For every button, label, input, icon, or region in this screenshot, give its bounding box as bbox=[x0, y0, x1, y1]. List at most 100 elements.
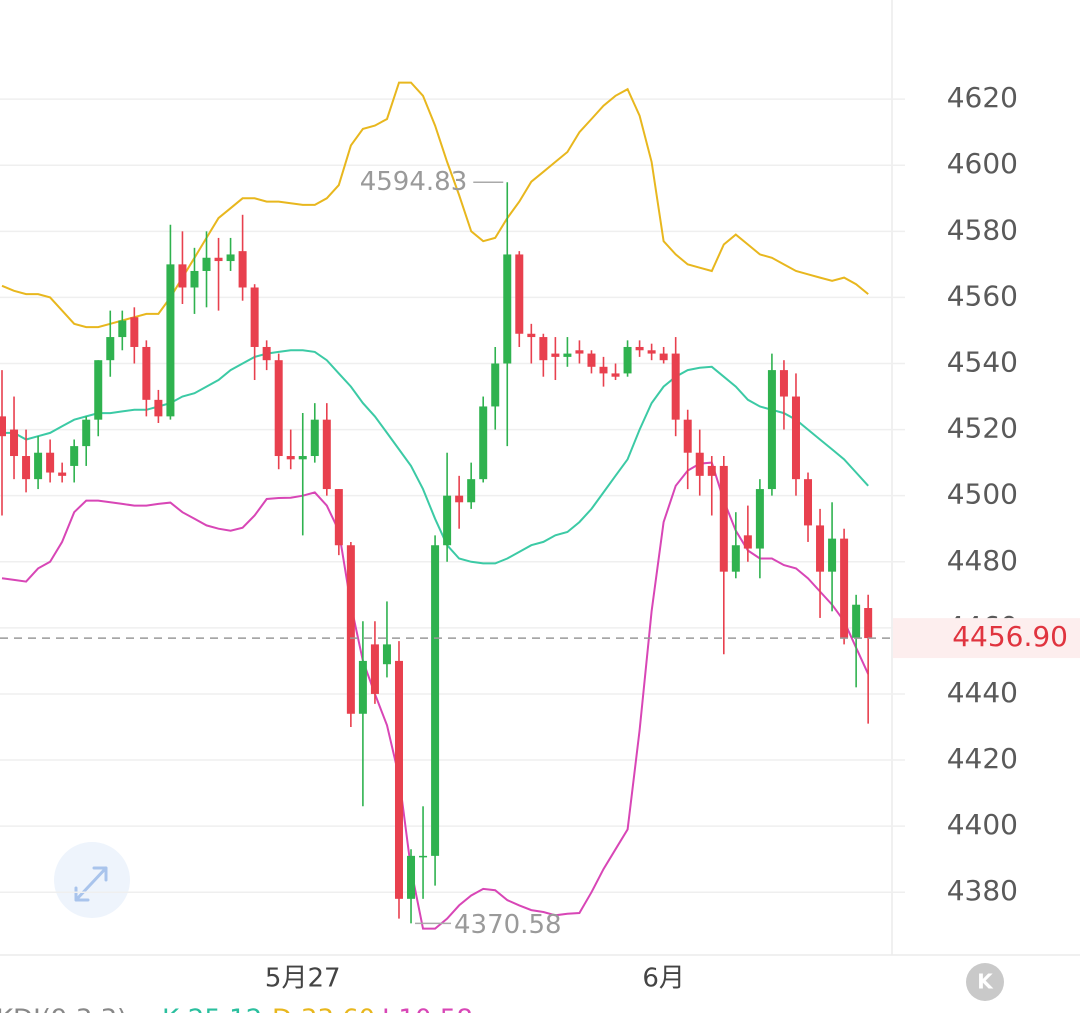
candle-body bbox=[250, 287, 259, 347]
candle-body bbox=[779, 370, 788, 397]
candle-body bbox=[455, 495, 464, 503]
candle-body bbox=[202, 257, 211, 271]
candle-body bbox=[503, 254, 512, 364]
candle-body bbox=[22, 456, 31, 480]
candle-body bbox=[419, 855, 428, 858]
candle-body bbox=[310, 419, 319, 457]
candle-body bbox=[106, 337, 115, 361]
candle-body bbox=[755, 489, 764, 549]
candle-body bbox=[346, 545, 355, 714]
y-tick-label: 4580 bbox=[947, 213, 1018, 246]
candle-body bbox=[791, 396, 800, 480]
candle-body bbox=[274, 360, 283, 457]
candle-body bbox=[358, 660, 367, 714]
y-tick-label: 4540 bbox=[947, 345, 1018, 378]
last-price-box bbox=[893, 618, 1080, 659]
band-line bbox=[1, 81, 869, 329]
candle-body bbox=[467, 479, 476, 503]
y-tick-label: 4600 bbox=[947, 147, 1018, 180]
candle-body bbox=[491, 363, 500, 407]
candle-body bbox=[635, 346, 644, 351]
candle-body bbox=[262, 346, 271, 361]
candle-body bbox=[382, 644, 391, 665]
y-tick-label: 4480 bbox=[947, 544, 1018, 577]
candle-body bbox=[599, 366, 608, 374]
candle-body bbox=[804, 479, 813, 526]
candle-body bbox=[166, 264, 175, 417]
candle-body bbox=[34, 452, 43, 480]
candle-body bbox=[0, 416, 6, 437]
candle-body bbox=[286, 456, 295, 460]
y-tick-label: 4500 bbox=[947, 478, 1018, 511]
candle-body bbox=[46, 452, 55, 473]
candle-body bbox=[551, 353, 560, 357]
x-tick-label: 6月 bbox=[642, 964, 685, 994]
y-tick-label: 4420 bbox=[947, 742, 1018, 775]
y-tick-label: 4620 bbox=[947, 81, 1018, 114]
y-tick-label: 4520 bbox=[947, 412, 1018, 445]
toggle-button[interactable] bbox=[966, 963, 1004, 1001]
candle-body bbox=[527, 333, 536, 338]
candle-body bbox=[226, 254, 235, 262]
candle-body bbox=[298, 456, 307, 460]
candle-body bbox=[130, 317, 139, 347]
candle-body bbox=[370, 644, 379, 694]
candle-body bbox=[479, 406, 488, 480]
toggle-label: K bbox=[977, 970, 994, 994]
candle-body bbox=[563, 353, 572, 357]
candle-body bbox=[659, 353, 668, 361]
indicator-value: D:33.60 bbox=[272, 1005, 375, 1013]
candle-body bbox=[118, 320, 127, 338]
candle-body bbox=[828, 538, 837, 572]
high-marker-label: 4594.83 bbox=[360, 167, 468, 197]
candle-body bbox=[407, 855, 416, 899]
candle-body bbox=[719, 465, 728, 572]
y-tick-label: 4440 bbox=[947, 676, 1018, 709]
expand-circle bbox=[54, 842, 130, 918]
candle-body bbox=[707, 465, 716, 476]
candle-body bbox=[178, 264, 187, 288]
expand-icon bbox=[74, 866, 108, 902]
indicator-value: J:10.58 bbox=[380, 1005, 473, 1013]
candle-body bbox=[515, 254, 524, 334]
candle-body bbox=[190, 270, 199, 288]
candle-body bbox=[70, 446, 79, 466]
candle-body bbox=[322, 419, 331, 490]
candle-body bbox=[394, 660, 403, 899]
candle-body bbox=[852, 604, 861, 638]
candle-body bbox=[671, 353, 680, 420]
candle-body bbox=[611, 373, 620, 377]
last-price-label: 4456.90 bbox=[952, 620, 1068, 653]
candle-body bbox=[539, 337, 548, 361]
candle-body bbox=[743, 535, 752, 549]
candle-body bbox=[767, 370, 776, 490]
candle-body bbox=[214, 257, 223, 262]
candle-body bbox=[431, 545, 440, 856]
candle-body bbox=[647, 350, 656, 354]
candle-body bbox=[238, 251, 247, 288]
candle-body bbox=[840, 538, 849, 638]
indicator-name: KDJ(9,3,3) bbox=[0, 1005, 127, 1013]
indicator-value: K:25.12 bbox=[162, 1005, 262, 1013]
y-tick-label: 4400 bbox=[947, 808, 1018, 841]
candle-body bbox=[94, 360, 103, 420]
expand-button[interactable] bbox=[54, 842, 130, 918]
candle-body bbox=[731, 545, 740, 572]
candle-body bbox=[575, 350, 584, 354]
x-tick-label: 5月27 bbox=[265, 964, 341, 994]
candle-body bbox=[82, 419, 91, 447]
candle-body bbox=[334, 489, 343, 546]
candle-body bbox=[10, 429, 19, 457]
candle-body bbox=[443, 495, 452, 546]
candle-body bbox=[816, 525, 825, 572]
candle-body bbox=[623, 346, 632, 374]
candle-body bbox=[864, 608, 873, 639]
candle-body bbox=[142, 346, 151, 400]
candle-body bbox=[58, 472, 67, 476]
candle-body bbox=[154, 399, 163, 417]
y-tick-label: 4560 bbox=[947, 279, 1018, 312]
candle-body bbox=[587, 353, 596, 367]
y-tick-label: 4380 bbox=[947, 874, 1018, 907]
